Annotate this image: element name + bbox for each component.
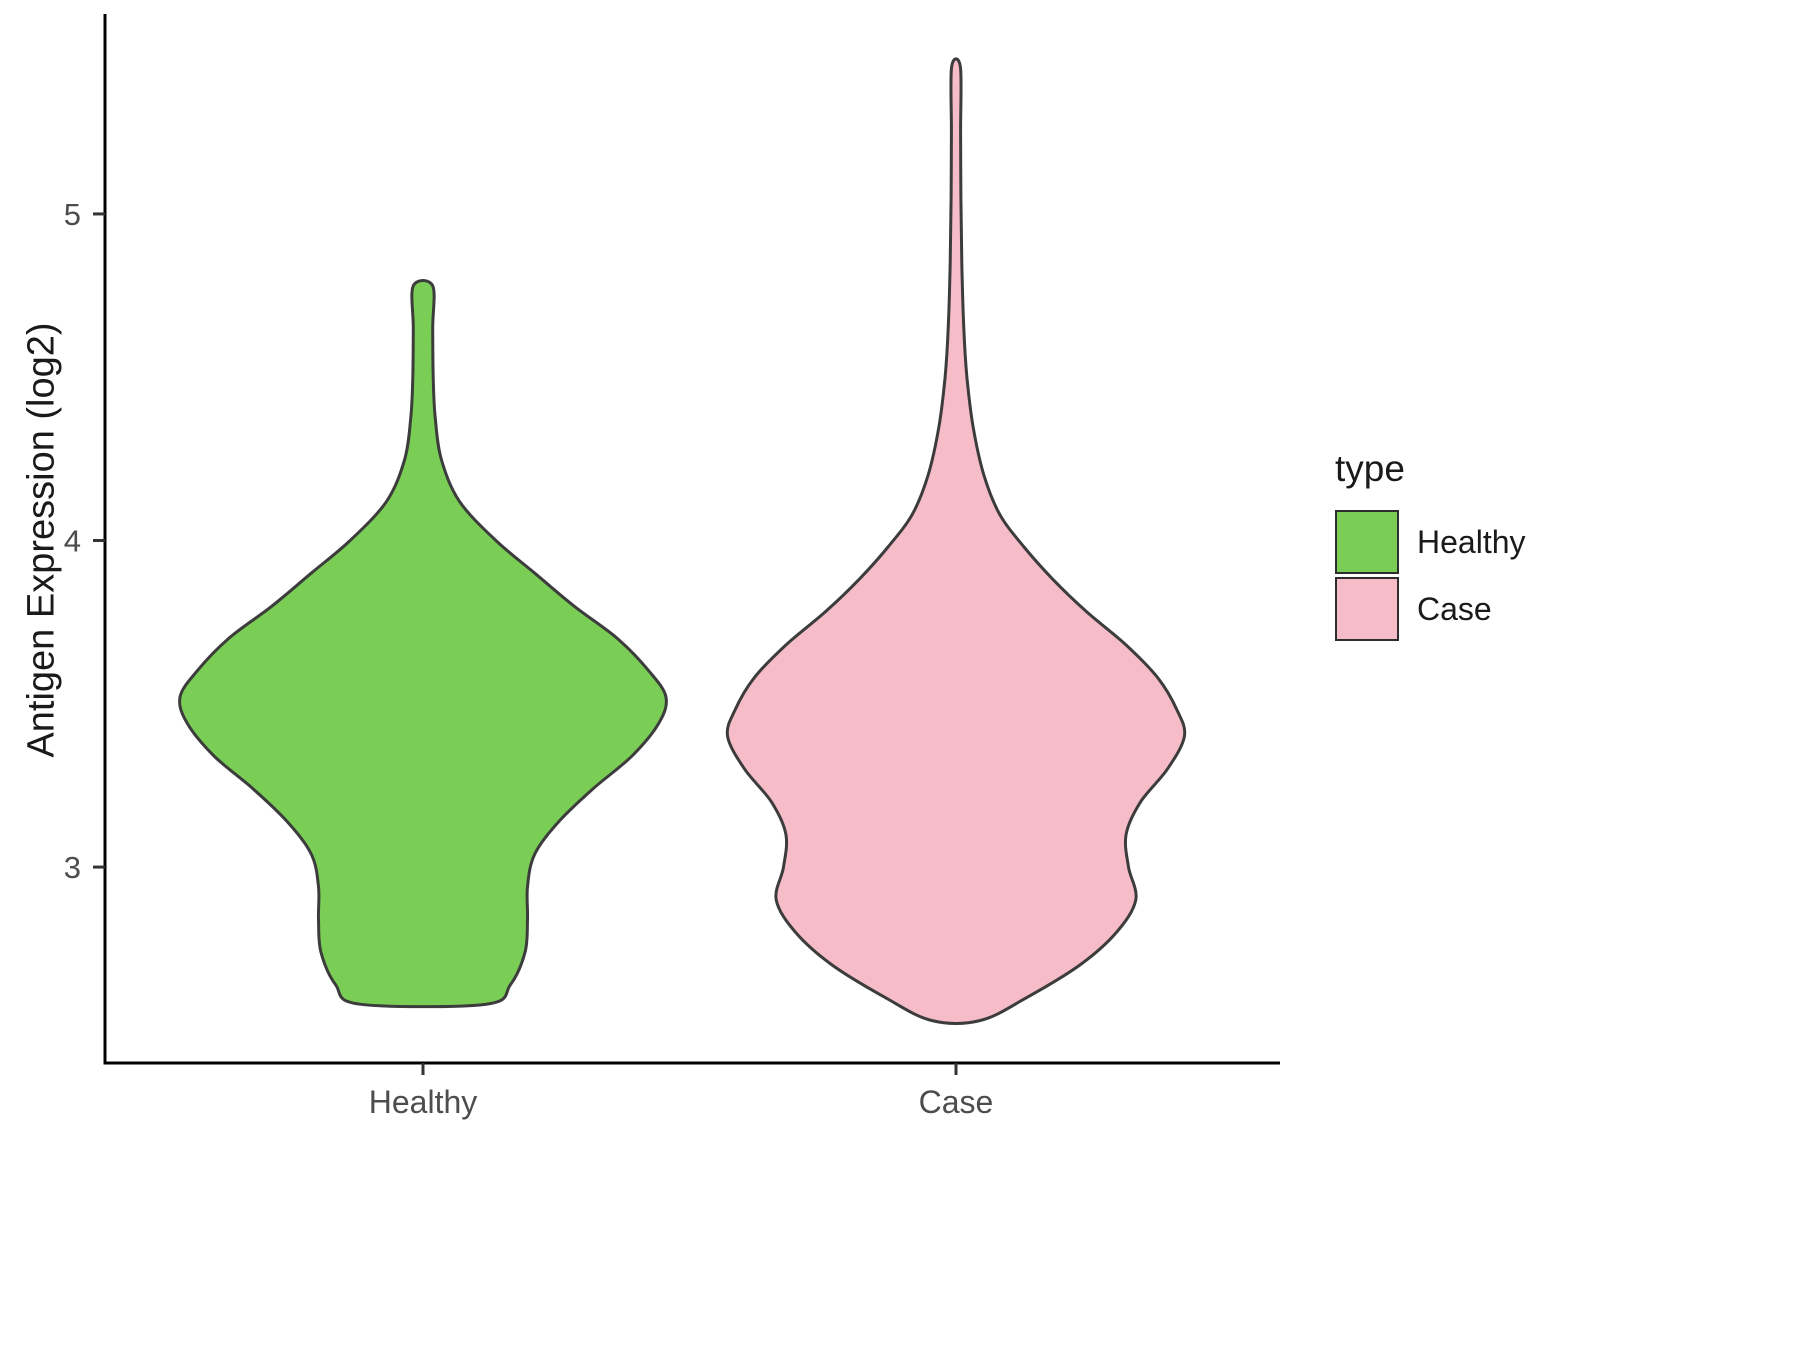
violin-healthy xyxy=(178,278,668,1009)
legend-swatch-case xyxy=(1335,577,1399,641)
y-tick-label: 3 xyxy=(64,850,81,885)
violin-case xyxy=(725,57,1187,1025)
legend-label-healthy: Healthy xyxy=(1417,523,1526,560)
legend: type Healthy Case xyxy=(1335,448,1526,644)
x-tick-label-healthy: Healthy xyxy=(369,1084,478,1120)
y-tick-label: 4 xyxy=(64,524,81,559)
legend-item-healthy: Healthy xyxy=(1335,510,1526,574)
x-tick-label-case: Case xyxy=(919,1084,994,1120)
y-tick-label: 5 xyxy=(64,197,81,232)
legend-title: type xyxy=(1335,448,1405,489)
legend-label-case: Case xyxy=(1417,590,1492,627)
legend-swatch-healthy xyxy=(1335,510,1399,574)
y-axis-title: Antigen Expression (log2) xyxy=(20,322,63,758)
legend-item-case: Case xyxy=(1335,577,1526,641)
